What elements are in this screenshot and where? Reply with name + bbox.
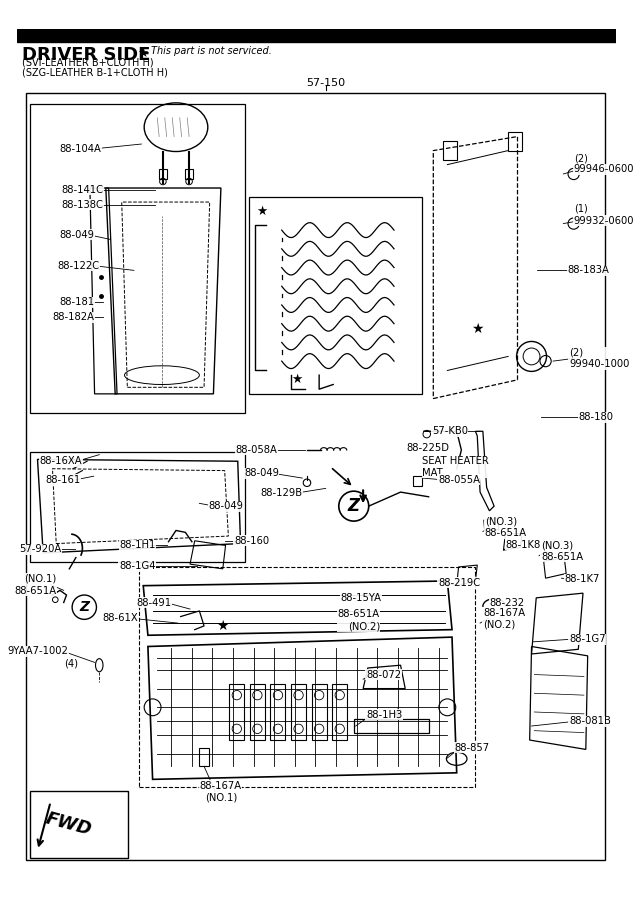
Text: 57-920A: 57-920A (20, 544, 62, 554)
Bar (30, 104, 245, 412)
Bar (200, 748, 209, 766)
Text: 88-1G4: 88-1G4 (119, 561, 156, 571)
Text: (2): (2) (573, 153, 588, 163)
Text: 88-1G7: 88-1G7 (569, 634, 605, 644)
Text: 88-1K7: 88-1K7 (564, 574, 600, 584)
Text: This part is not serviced.: This part is not serviced. (151, 46, 271, 56)
Text: 88-16XA: 88-16XA (40, 456, 83, 466)
Text: (NO.1)
88-651A: (NO.1) 88-651A (14, 574, 56, 596)
Bar (271, 684, 285, 740)
Text: 88-181: 88-181 (60, 297, 95, 307)
Text: Z: Z (348, 497, 360, 515)
Text: 88-049: 88-049 (60, 230, 95, 239)
Text: 88-167A
(NO.2): 88-167A (NO.2) (483, 608, 525, 629)
Text: Z: Z (79, 600, 90, 614)
Text: 88-058A: 88-058A (235, 445, 277, 455)
Bar (186, 169, 193, 179)
Text: 88-182A: 88-182A (52, 312, 95, 322)
Text: (1): (1) (573, 203, 588, 213)
Text: 88-61X: 88-61X (103, 614, 139, 624)
Text: 88-1K8: 88-1K8 (506, 539, 541, 550)
Bar (229, 684, 244, 740)
Text: 9YAA7-1002: 9YAA7-1002 (8, 646, 68, 656)
Text: 88-1H1: 88-1H1 (119, 540, 156, 551)
Text: 88-138C: 88-138C (61, 200, 103, 210)
Bar (159, 169, 166, 179)
Text: (NO.3)
88-651A: (NO.3) 88-651A (484, 517, 527, 538)
Text: ★: ★ (291, 374, 302, 386)
Text: (4): (4) (64, 658, 77, 669)
Text: 99946-0600: 99946-0600 (573, 165, 634, 175)
Text: 88-651A
(NO.2): 88-651A (NO.2) (338, 609, 380, 631)
Bar (508, 132, 522, 150)
Text: 88-161: 88-161 (45, 475, 81, 485)
Text: 88-104A: 88-104A (60, 144, 101, 154)
Text: 88-857: 88-857 (455, 742, 490, 752)
Text: 57-KB0: 57-KB0 (432, 427, 468, 436)
Text: 57-150: 57-150 (306, 77, 345, 87)
Text: 88-129B: 88-129B (260, 488, 302, 498)
Bar (30, 452, 245, 562)
Text: 88-072: 88-072 (366, 670, 401, 680)
Text: 88-049: 88-049 (244, 468, 279, 479)
Text: (SVI-LEATHER B+CLOTH H): (SVI-LEATHER B+CLOTH H) (22, 58, 153, 68)
Text: 88-160: 88-160 (234, 536, 269, 545)
Text: ★: ★ (137, 47, 148, 59)
Bar (312, 684, 326, 740)
Bar (139, 567, 476, 787)
Text: 88-180: 88-180 (579, 412, 613, 422)
Text: 88-081B: 88-081B (569, 716, 611, 726)
Text: ★: ★ (390, 706, 402, 721)
Text: 88-049: 88-049 (209, 501, 244, 511)
Bar (17, 29, 616, 42)
Text: 88-055A: 88-055A (438, 475, 480, 485)
Bar (250, 684, 265, 740)
Text: (NO.3)
88-651A: (NO.3) 88-651A (541, 540, 583, 562)
Text: 88-225D: 88-225D (406, 443, 449, 453)
Text: 88-15YA: 88-15YA (341, 593, 382, 603)
Text: 88-167A
(NO.1): 88-167A (NO.1) (200, 780, 242, 802)
Bar (443, 141, 457, 160)
Bar (249, 197, 422, 394)
Bar (413, 476, 422, 486)
Text: ★: ★ (216, 619, 229, 633)
Bar (291, 684, 306, 740)
Bar (30, 790, 128, 858)
Text: FWD: FWD (44, 809, 94, 839)
Text: 88-122C: 88-122C (57, 261, 99, 271)
Text: 88-183A: 88-183A (567, 266, 609, 275)
Bar (332, 684, 348, 740)
Text: 88-1H3: 88-1H3 (366, 710, 402, 720)
Text: 88-491: 88-491 (136, 598, 172, 608)
Text: (2)
99940-1000: (2) 99940-1000 (569, 347, 629, 369)
Text: SEAT HEATER
MAT: SEAT HEATER MAT (422, 456, 489, 478)
Text: ★: ★ (471, 322, 483, 336)
Text: 88-232: 88-232 (490, 598, 525, 608)
Text: 88-141C: 88-141C (61, 184, 103, 195)
Text: 99932-0600: 99932-0600 (573, 216, 634, 226)
Text: DRIVER SIDE: DRIVER SIDE (22, 46, 150, 64)
Text: (SZG-LEATHER B-1+CLOTH H): (SZG-LEATHER B-1+CLOTH H) (22, 68, 168, 77)
Text: 88-219C: 88-219C (438, 578, 480, 588)
Text: ★: ★ (257, 205, 268, 218)
